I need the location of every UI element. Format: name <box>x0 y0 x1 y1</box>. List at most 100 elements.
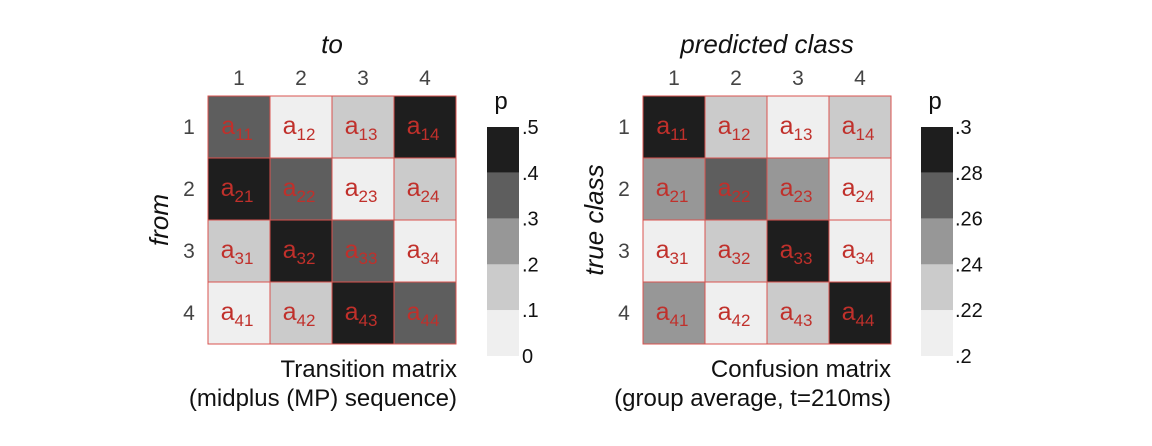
cell-label: a21 <box>221 174 254 206</box>
cell-label: a12 <box>718 112 751 144</box>
panel-caption: (group average, t=210ms) <box>614 385 891 412</box>
row-tick-label: 2 <box>618 178 630 201</box>
heatmap-cell <box>393 157 457 221</box>
row-axis-title: from <box>144 194 174 246</box>
heatmap-cell <box>331 95 395 159</box>
panel-caption: (midplus (MP) sequence) <box>189 385 457 412</box>
column-tick-label: 3 <box>357 67 369 90</box>
cell-label: a13 <box>345 112 378 144</box>
cell-label: a31 <box>221 236 254 268</box>
cell-label: a22 <box>283 174 316 206</box>
colorbar-tick-label: 0 <box>522 346 533 368</box>
colorbar-segment <box>921 310 953 356</box>
cell-label: a41 <box>656 298 689 330</box>
row-axis-title: true class <box>579 164 609 275</box>
cell-label: a44 <box>407 298 440 330</box>
cell-label: a42 <box>718 298 751 330</box>
heatmap-cell <box>828 95 892 159</box>
cell-label: a24 <box>842 174 875 206</box>
colorbar-segment <box>921 218 953 265</box>
colorbar-tick-label: .26 <box>955 209 983 231</box>
cell-label: a32 <box>718 236 751 268</box>
colorbar-segment <box>487 310 519 356</box>
colorbar-tick-label: .2 <box>522 254 539 276</box>
column-axis-title: to <box>321 29 343 59</box>
cell-label: a23 <box>780 174 813 206</box>
column-tick-label: 1 <box>233 67 245 90</box>
colorbar-tick-label: .22 <box>955 300 983 322</box>
heatmap-cell <box>393 219 457 283</box>
heatmap-cell <box>269 157 333 221</box>
colorbar-segment <box>921 127 953 173</box>
cell-label: a21 <box>656 174 689 206</box>
colorbar-segment <box>921 172 953 219</box>
row-tick-label: 3 <box>183 240 195 263</box>
colorbar-tick-label: .5 <box>522 117 539 139</box>
colorbar-tick-label: .3 <box>522 209 539 231</box>
heatmap-cell <box>393 281 457 345</box>
panel-caption: Transition matrix <box>281 356 457 383</box>
row-tick-label: 2 <box>183 178 195 201</box>
column-tick-label: 1 <box>668 67 680 90</box>
heatmap-panel-1: to from 1 2 3 4 1 2 3 4 a11 a12 a13 a14 a21 a22 a23 a24 a3… <box>144 29 539 412</box>
heatmap-cell <box>828 281 892 345</box>
heatmap-cell <box>207 95 271 159</box>
heatmap-cell <box>828 157 892 221</box>
row-tick-label: 4 <box>183 302 195 325</box>
cell-label: a23 <box>345 174 378 206</box>
heatmap-cell <box>642 95 706 159</box>
colorbar-segment <box>487 218 519 265</box>
cell-label: a32 <box>283 236 316 268</box>
heatmap-cell <box>766 219 830 283</box>
colorbar-tick-label: .1 <box>522 300 539 322</box>
column-tick-label: 2 <box>295 67 307 90</box>
column-axis-title: predicted class <box>679 29 853 59</box>
column-tick-label: 2 <box>730 67 742 90</box>
cell-label: a13 <box>780 112 813 144</box>
colorbar-tick-label: .2 <box>955 346 972 368</box>
cell-label: a43 <box>780 298 813 330</box>
cell-label: a33 <box>345 236 378 268</box>
cell-label: a41 <box>221 298 254 330</box>
heatmap-cell <box>642 157 706 221</box>
heatmap-cell <box>766 157 830 221</box>
heatmap-cell <box>207 157 271 221</box>
cell-label: a34 <box>407 236 440 268</box>
row-tick-label: 1 <box>183 116 195 139</box>
cell-label: a14 <box>842 112 875 144</box>
cell-label: a44 <box>842 298 875 330</box>
cell-label: a11 <box>656 112 688 144</box>
colorbar-tick-label: .3 <box>955 117 972 139</box>
column-tick-label: 4 <box>854 67 866 90</box>
cell-label: a14 <box>407 112 440 144</box>
heatmap-panel-2: predicted class true class 1 2 3 4 1 2 3 4 a11 a12 a… <box>579 29 983 412</box>
heatmap-cell <box>331 219 395 283</box>
colorbar-segment <box>487 172 519 219</box>
colorbar-segment <box>487 264 519 311</box>
colorbar-title: p <box>494 88 507 115</box>
cell-label: a22 <box>718 174 751 206</box>
cell-label: a12 <box>283 112 316 144</box>
colorbar-segment <box>487 127 519 173</box>
cell-label: a42 <box>283 298 316 330</box>
panel-caption: Confusion matrix <box>711 356 891 383</box>
colorbar-title: p <box>928 88 941 115</box>
column-tick-label: 4 <box>419 67 431 90</box>
row-tick-label: 3 <box>618 240 630 263</box>
cell-label: a43 <box>345 298 378 330</box>
colorbar-tick-label: .24 <box>955 254 983 276</box>
row-tick-label: 4 <box>618 302 630 325</box>
cell-label: a24 <box>407 174 440 206</box>
heatmap-cell <box>828 219 892 283</box>
column-tick-label: 3 <box>792 67 804 90</box>
heatmap-cell <box>393 95 457 159</box>
cell-label: a34 <box>842 236 875 268</box>
cell-label: a11 <box>221 112 253 144</box>
heatmap-cell <box>642 281 706 345</box>
colorbar-tick-label: .28 <box>955 163 983 185</box>
cell-label: a31 <box>656 236 689 268</box>
heatmap-cell <box>766 281 830 345</box>
colorbar-tick-label: .4 <box>522 163 539 185</box>
